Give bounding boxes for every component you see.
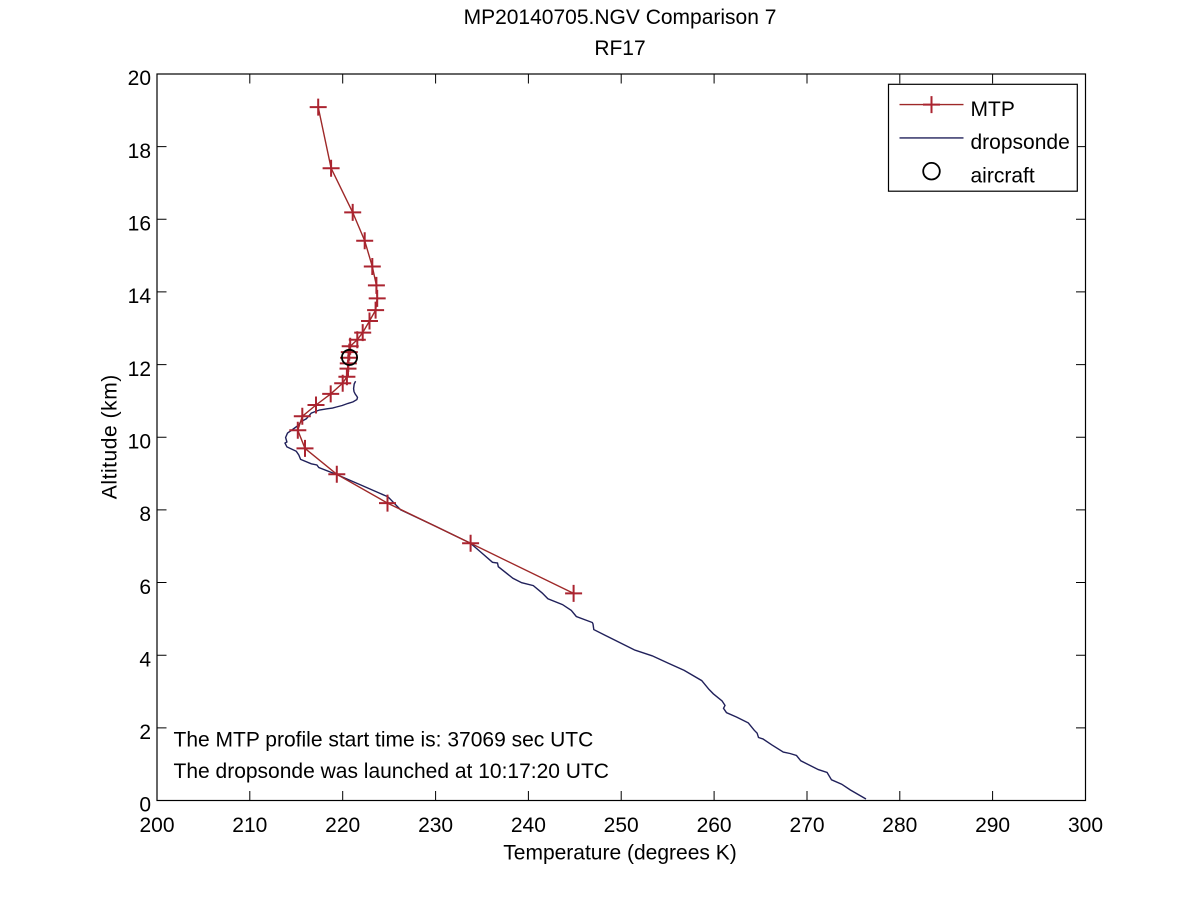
svg-text:12: 12 xyxy=(128,358,151,381)
svg-text:240: 240 xyxy=(511,814,546,837)
svg-text:0: 0 xyxy=(139,794,151,817)
svg-text:220: 220 xyxy=(325,814,360,837)
svg-text:10: 10 xyxy=(128,430,151,453)
svg-text:Temperature (degrees K): Temperature (degrees K) xyxy=(503,842,736,865)
svg-text:2: 2 xyxy=(139,721,151,744)
svg-text:MP20140705.NGV Comparison 7: MP20140705.NGV Comparison 7 xyxy=(464,6,777,29)
svg-text:14: 14 xyxy=(128,285,152,308)
svg-text:300: 300 xyxy=(1068,814,1103,837)
svg-text:290: 290 xyxy=(975,814,1010,837)
svg-text:260: 260 xyxy=(697,814,732,837)
svg-text:Altitude (km): Altitude (km) xyxy=(99,374,122,499)
svg-text:230: 230 xyxy=(418,814,453,837)
svg-text:The MTP profile start time is:: The MTP profile start time is: 37069 sec… xyxy=(174,729,594,752)
svg-text:RF17: RF17 xyxy=(594,37,645,60)
svg-text:aircraft: aircraft xyxy=(971,164,1035,187)
svg-text:4: 4 xyxy=(139,648,151,671)
svg-text:20: 20 xyxy=(128,67,151,90)
svg-text:16: 16 xyxy=(128,213,151,236)
svg-text:200: 200 xyxy=(139,814,174,837)
svg-text:280: 280 xyxy=(882,814,917,837)
svg-text:250: 250 xyxy=(604,814,639,837)
svg-text:270: 270 xyxy=(789,814,824,837)
svg-text:MTP: MTP xyxy=(971,98,1015,121)
svg-text:18: 18 xyxy=(128,140,151,163)
svg-text:210: 210 xyxy=(232,814,267,837)
svg-text:6: 6 xyxy=(139,576,151,599)
svg-text:The dropsonde was launched at: The dropsonde was launched at 10:17:20 U… xyxy=(174,760,609,783)
svg-text:8: 8 xyxy=(139,503,151,526)
svg-text:dropsonde: dropsonde xyxy=(971,131,1070,154)
